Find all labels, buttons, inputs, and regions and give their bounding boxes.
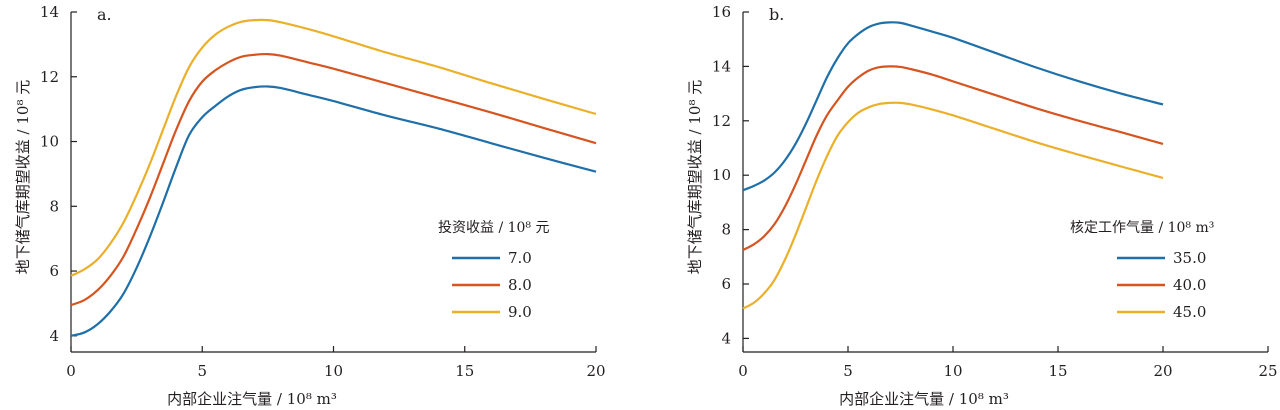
y-axis-title: 地下储气库期望收益 / 10⁸ 元 <box>14 80 32 274</box>
x-tick-label: 15 <box>455 362 474 380</box>
legend-label: 40.0 <box>1173 276 1206 294</box>
y-tick-label: 16 <box>712 3 731 21</box>
legend-title: 核定工作气量 / 10⁸ m³ <box>1070 220 1214 236</box>
y-tick-label: 10 <box>40 133 59 151</box>
x-tick-label: 10 <box>324 362 343 380</box>
y-tick-label: 12 <box>712 112 731 130</box>
y-tick-label: 8 <box>49 197 59 215</box>
series-line-9-0 <box>70 18 597 277</box>
chart-panel-a: 0 5 10 15 20 4 6 8 10 12 14 a. 内部企业注气量 / 10⁸ m³ 地下储气库… <box>14 3 606 408</box>
x-axis-title: 内部企业注气量 / 10⁸ m³ <box>839 390 1009 408</box>
x-tick-label: 5 <box>843 362 853 380</box>
series-line-40-0 <box>742 65 1164 251</box>
y-tick-label: 10 <box>712 166 731 184</box>
chart-panel-b: 0 5 10 15 20 25 4 6 8 10 12 14 16 b. 内部企业注气量 / 10⁸ m³ 地… <box>686 3 1278 408</box>
legend-label: 8.0 <box>508 276 532 294</box>
x-tick-label: 0 <box>66 362 76 380</box>
y-tick-label: 6 <box>49 262 59 280</box>
panel-label: b. <box>769 5 784 24</box>
y-tick-label: 6 <box>721 275 731 293</box>
legend-label: 7.0 <box>508 249 532 267</box>
legend-label: 35.0 <box>1173 249 1206 267</box>
x-axis-title: 内部企业注气量 / 10⁸ m³ <box>167 390 337 408</box>
y-tick-label: 4 <box>49 327 59 345</box>
y-tick-label: 8 <box>721 221 731 239</box>
x-tick-label: 20 <box>586 362 605 380</box>
x-tick-label: 0 <box>738 362 748 380</box>
series-line-45-0 <box>742 101 1164 310</box>
legend-title: 投资收益 / 10⁸ 元 <box>438 220 550 236</box>
legend-label: 9.0 <box>508 303 532 321</box>
y-tick-label: 14 <box>712 57 731 75</box>
y-axis-title: 地下储气库期望收益 / 10⁸ 元 <box>686 80 704 274</box>
series-line-7-0 <box>70 85 597 337</box>
x-tick-label: 20 <box>1153 362 1172 380</box>
series-line-8-0 <box>70 52 597 307</box>
x-tick-label: 25 <box>1258 362 1277 380</box>
x-tick-label: 5 <box>197 362 207 380</box>
panel-label: a. <box>97 5 112 24</box>
series-line-35-0 <box>742 21 1164 192</box>
y-tick-label: 14 <box>40 3 59 21</box>
y-tick-label: 4 <box>721 329 731 347</box>
y-tick-label: 12 <box>40 68 59 86</box>
legend-label: 45.0 <box>1173 303 1206 321</box>
x-tick-label: 15 <box>1048 362 1067 380</box>
x-tick-label: 10 <box>943 362 962 380</box>
